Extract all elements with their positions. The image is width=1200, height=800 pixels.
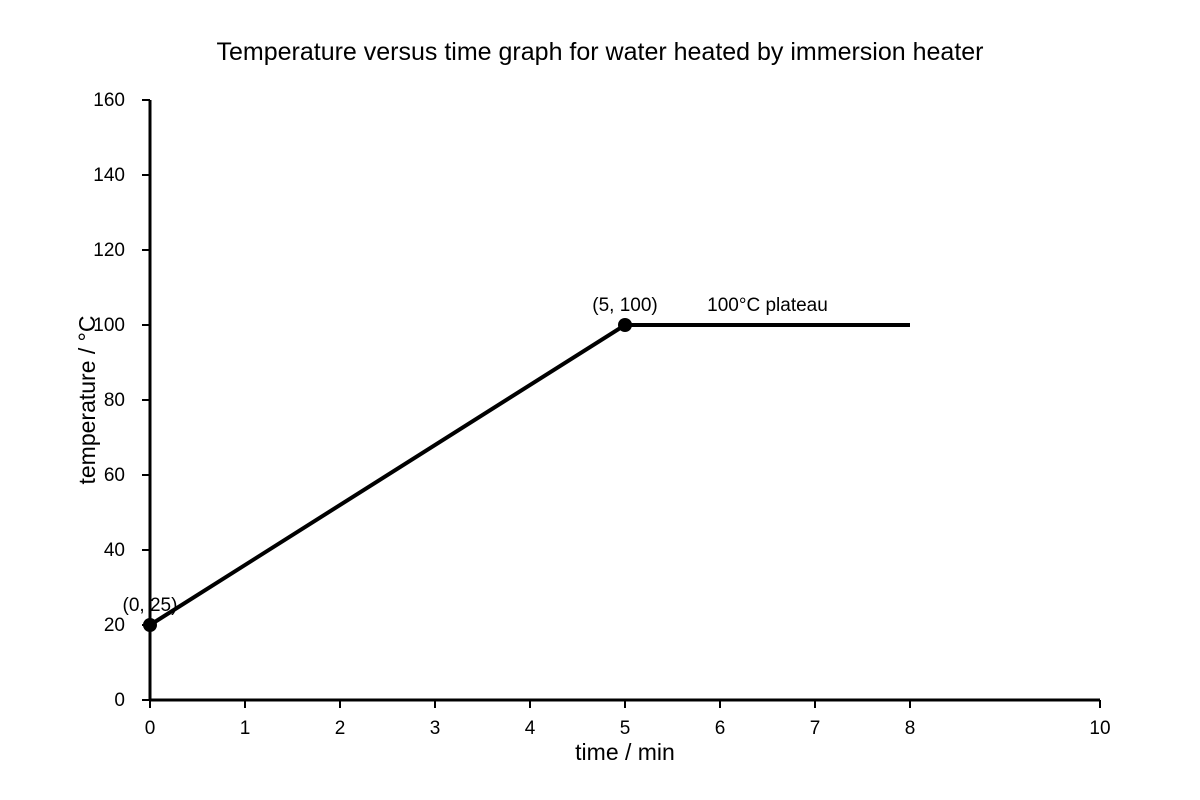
data-point-marker <box>143 618 157 632</box>
y-tick-label: 160 <box>93 90 125 111</box>
x-tick-label: 10 <box>1089 718 1110 739</box>
y-tick-label: 0 <box>114 690 125 711</box>
x-tick-label: 6 <box>715 718 726 739</box>
y-axis-label: temperature / °C <box>74 316 100 485</box>
data-point-label: (0, 25) <box>123 595 178 616</box>
y-tick-label: 100 <box>93 315 125 336</box>
y-tick-label: 140 <box>93 165 125 186</box>
x-tick-label: 1 <box>240 718 251 739</box>
y-tick-label: 60 <box>104 465 125 486</box>
x-tick-label: 3 <box>430 718 441 739</box>
y-tick-label: 120 <box>93 240 125 261</box>
data-point-label: (5, 100) <box>592 295 657 316</box>
data-point-marker <box>618 318 632 332</box>
x-tick-label: 7 <box>810 718 821 739</box>
y-tick-label: 40 <box>104 540 125 561</box>
x-tick-label: 0 <box>145 718 156 739</box>
y-tick-label: 80 <box>104 390 125 411</box>
y-tick-label: 20 <box>104 615 125 636</box>
plateau-annotation: 100°C plateau <box>707 295 828 316</box>
x-tick-label: 8 <box>905 718 916 739</box>
x-tick-label: 5 <box>620 718 631 739</box>
x-axis-label: time / min <box>575 739 675 765</box>
series-line <box>148 323 910 627</box>
x-tick-label: 4 <box>525 718 536 739</box>
x-tick-label: 2 <box>335 718 346 739</box>
chart-title: Temperature versus time graph for water … <box>216 38 983 66</box>
